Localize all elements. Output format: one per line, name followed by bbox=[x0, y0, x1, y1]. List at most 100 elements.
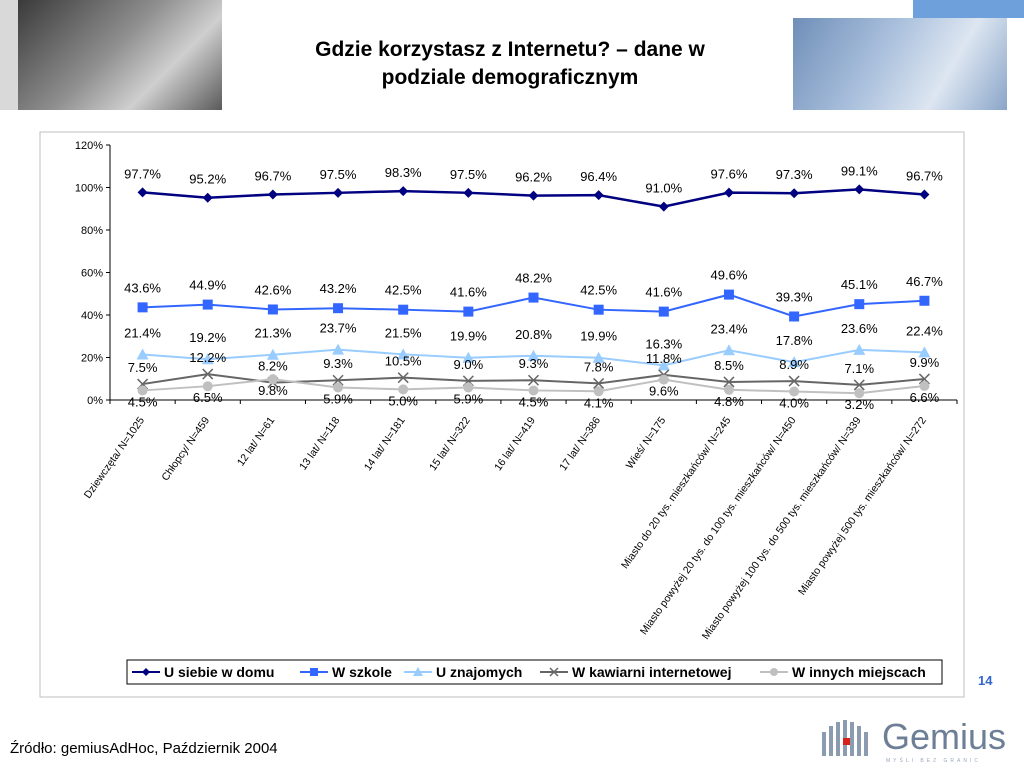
data-point bbox=[919, 295, 930, 306]
data-point bbox=[527, 349, 540, 361]
data-label: 21.4% bbox=[124, 326, 161, 341]
slide-title-line-1: Gdzie korzystasz z Internetu? – dane w bbox=[315, 38, 705, 61]
data-point bbox=[333, 187, 344, 198]
data-label: 42.5% bbox=[580, 283, 617, 298]
source-note: Źródło: gemiusAdHoc, Październik 2004 bbox=[10, 740, 278, 757]
data-point bbox=[333, 382, 344, 393]
data-point bbox=[593, 386, 604, 397]
x-tick-label: 13 lat/ N=118 bbox=[297, 415, 342, 473]
chart-frame bbox=[39, 131, 965, 698]
data-label: 16.3% bbox=[645, 336, 682, 351]
data-label: 8.9% bbox=[779, 357, 809, 372]
data-label: 20.8% bbox=[515, 327, 552, 342]
data-label: 39.3% bbox=[776, 289, 813, 304]
legend-marker bbox=[310, 668, 318, 676]
y-tick-label: 40% bbox=[81, 310, 103, 322]
data-point bbox=[137, 302, 148, 313]
data-point bbox=[332, 374, 344, 386]
y-tick-label: 0% bbox=[87, 395, 103, 407]
data-point bbox=[593, 377, 605, 389]
data-label: 9.8% bbox=[258, 383, 288, 398]
data-label: 8.2% bbox=[258, 359, 288, 374]
data-label: 19.9% bbox=[450, 329, 487, 344]
data-point bbox=[202, 299, 213, 310]
data-label: 5.9% bbox=[323, 391, 353, 406]
data-label: 11.8% bbox=[646, 351, 682, 366]
slide-title-line-2: podziale demograficznym bbox=[381, 66, 639, 89]
data-point bbox=[267, 189, 278, 200]
data-point bbox=[723, 376, 735, 388]
data-point bbox=[789, 311, 800, 322]
data-label: 21.3% bbox=[254, 326, 291, 341]
data-point bbox=[918, 346, 931, 358]
data-point bbox=[528, 190, 539, 201]
data-point bbox=[398, 186, 409, 197]
data-point bbox=[657, 359, 670, 371]
data-point bbox=[398, 384, 409, 395]
data-point bbox=[137, 385, 148, 396]
data-point bbox=[463, 382, 474, 393]
data-label: 96.7% bbox=[254, 169, 291, 184]
data-label: 6.5% bbox=[193, 390, 223, 405]
data-label: 41.6% bbox=[645, 285, 682, 300]
data-point bbox=[723, 187, 734, 198]
data-label: 21.5% bbox=[385, 325, 422, 340]
x-tick-label: 12 lat/ N=61 bbox=[235, 415, 278, 469]
data-label: 41.6% bbox=[450, 285, 487, 300]
data-label: 22.4% bbox=[906, 323, 943, 338]
data-point bbox=[202, 192, 213, 203]
legend-marker bbox=[142, 668, 150, 676]
data-point bbox=[463, 306, 474, 317]
legend-label: U znajomych bbox=[436, 664, 522, 680]
data-label: 91.0% bbox=[645, 181, 682, 196]
data-label: 99.1% bbox=[841, 163, 878, 178]
header-decoration-left bbox=[0, 0, 18, 110]
gemius-logo: Gemius MYŚLI BEZ GRANIC bbox=[820, 716, 1020, 764]
x-tick-label: Miasto powyżej 20 tys. do 100 tys. miesz… bbox=[638, 415, 799, 637]
data-label: 7.8% bbox=[584, 359, 614, 374]
gemius-logo-text: Gemius bbox=[882, 716, 1007, 757]
data-label: 4.1% bbox=[584, 395, 614, 410]
data-label: 98.3% bbox=[385, 165, 422, 180]
data-point bbox=[723, 289, 734, 300]
header-decoration-right bbox=[913, 0, 1024, 18]
data-label: 12.2% bbox=[189, 350, 226, 365]
data-point bbox=[854, 299, 865, 310]
data-label: 10.5% bbox=[385, 354, 422, 369]
data-label: 9.0% bbox=[454, 357, 484, 372]
data-label: 19.9% bbox=[580, 329, 617, 344]
data-point bbox=[853, 379, 865, 391]
data-label: 9.3% bbox=[519, 356, 549, 371]
data-point bbox=[202, 381, 213, 392]
data-point bbox=[592, 351, 605, 363]
data-point bbox=[853, 343, 866, 355]
x-tick-label: Wieś/ N=175 bbox=[624, 415, 669, 471]
data-point bbox=[136, 348, 149, 360]
x-tick-label: Chłopcy/ N=459 bbox=[159, 415, 212, 483]
data-label: 19.2% bbox=[189, 330, 226, 345]
data-label: 42.6% bbox=[254, 282, 291, 297]
x-tick-label: 15 lat/ N=322 bbox=[427, 415, 473, 473]
data-point bbox=[267, 374, 278, 385]
data-label: 9.3% bbox=[323, 356, 353, 371]
data-point bbox=[202, 368, 214, 380]
data-label: 5.9% bbox=[454, 391, 484, 406]
data-point bbox=[854, 184, 865, 195]
data-label: 23.4% bbox=[711, 321, 748, 336]
data-point bbox=[658, 374, 669, 385]
header-photo-boy bbox=[18, 0, 222, 110]
data-point bbox=[658, 201, 669, 212]
data-point bbox=[723, 384, 734, 395]
data-label: 97.6% bbox=[711, 167, 748, 182]
x-tick-label: Dziewczęta/ N=1025 bbox=[82, 415, 147, 501]
data-label: 97.7% bbox=[124, 166, 161, 181]
line-chart: 0% 20% 40% 60% 80% 100% 120% Dziewczęta/ N=1025… bbox=[39, 131, 965, 698]
data-point bbox=[919, 189, 930, 200]
data-label: 4.0% bbox=[779, 396, 809, 411]
legend-label: W kawiarni internetowej bbox=[572, 664, 731, 680]
legend-marker bbox=[549, 667, 559, 677]
data-label: 3.2% bbox=[844, 397, 874, 412]
y-tick-label: 20% bbox=[81, 353, 103, 365]
data-label: 96.7% bbox=[906, 169, 943, 184]
data-label: 4.5% bbox=[519, 394, 549, 409]
